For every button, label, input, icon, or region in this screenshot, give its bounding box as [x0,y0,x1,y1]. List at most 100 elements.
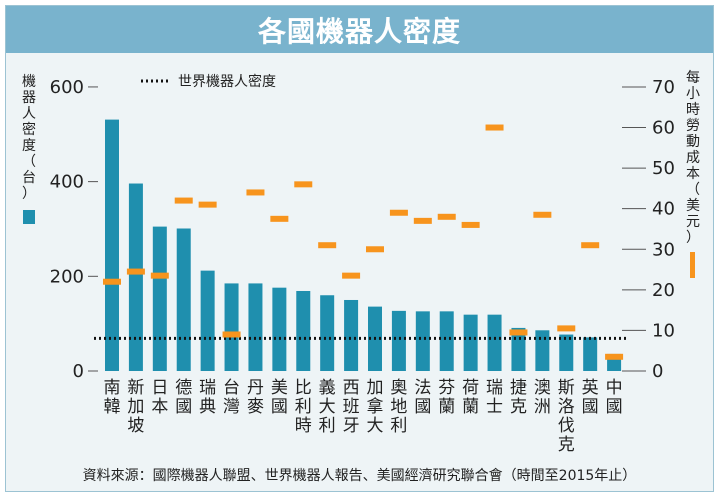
category-label: 大 [319,397,336,417]
bar [535,330,550,371]
labor-cost-marker [366,246,384,253]
right-tick-label: 40 [652,199,675,220]
right-tick-label: 0 [652,361,663,382]
category-label: 伐 [558,416,575,436]
bar [248,283,263,371]
category-label: 台 [223,378,240,398]
labor-cost-marker [485,124,504,131]
right-axis-title-char: 勞 [686,118,700,134]
bar [200,270,215,371]
labor-cost-marker [318,242,337,249]
left-axis-title-char: 度 [22,138,36,154]
category-label: 英 [582,378,599,398]
labor-cost-marker [174,197,193,204]
left-axis-title-char: 器 [22,90,36,106]
category-label: 荷 [462,378,479,398]
labor-cost-marker [198,201,217,208]
category-label: 拿 [367,396,384,417]
right-tick-label: 70 [652,77,675,98]
labor-cost-marker [246,189,265,196]
category-label: 國 [606,397,623,417]
labor-cost-marker [413,217,432,224]
markers-layer [103,124,624,360]
category-label: 灣 [223,397,240,417]
category-label: 新 [127,378,144,398]
labor-cost-marker [103,278,121,285]
category-label: 德 [175,378,192,398]
category-label: 利 [390,416,407,436]
labor-cost-marker [222,331,241,338]
left-axis-swatch [23,210,35,224]
right-axis-title-char: 美 [686,198,700,214]
category-label: 蘭 [462,397,479,417]
left-axis-title-char: 台 [22,170,36,186]
category-label: 日 [151,378,168,398]
bar [487,314,502,371]
category-label: 義 [319,378,336,398]
right-tick-label: 30 [652,239,675,260]
bar [224,283,239,371]
category-label: 瑞 [199,378,216,398]
category-label: 本 [151,397,168,417]
labor-cost-marker [342,272,361,279]
left-tick-label: 400 [50,172,84,193]
bar [105,119,119,371]
category-label: 奧 [390,378,407,398]
category-label: 利 [295,397,312,417]
category-label: 韓 [104,397,121,417]
right-axis-title-char: （ [686,182,700,198]
category-label: 坡 [127,416,144,436]
labor-cost-marker [437,213,456,220]
right-axis-title-char: 動 [686,134,700,150]
labor-cost-marker [389,209,408,216]
labor-cost-marker [605,353,624,360]
category-label: 美 [271,378,288,398]
labor-cost-marker [150,272,169,279]
category-label: 南 [104,378,121,398]
bar [439,311,454,371]
right-axis-title-char: 小 [686,86,700,102]
bar [415,311,430,371]
source-note: 資料來源：國際機器人聯盟、世界機器人報告、美國經濟研究聯合會（時間至2015年止… [82,468,637,484]
category-label: 瑞 [486,378,503,398]
bar [559,334,574,371]
category-label: 利 [319,416,336,436]
category-label: 國 [414,397,431,417]
labor-cost-marker [461,221,480,228]
bars-layer [105,119,622,371]
category-label: 地 [390,397,407,417]
labor-cost-marker [294,181,313,188]
labor-cost-marker [270,215,289,222]
right-axis-title-char: 每 [686,70,700,86]
labor-cost-marker [557,325,576,332]
left-axis-title-char: 人 [22,106,36,122]
bar [583,337,598,371]
category-label: 洲 [534,397,551,417]
labor-cost-marker [509,329,528,336]
left-tick-label: 0 [73,361,84,382]
category-label: 丹 [247,378,264,398]
bar [296,290,311,371]
right-axis-title-char: 元 [686,214,700,230]
right-tick-label: 50 [652,158,675,179]
category-label: 牙 [343,416,360,436]
bar [391,310,406,371]
legend-label: 世界機器人密度 [178,73,276,90]
left-tick-label: 200 [50,266,84,287]
right-axis-title-char: 本 [686,166,700,182]
category-label: 時 [295,416,312,436]
category-label: 洛 [558,397,575,417]
left-axis-title-char: 機 [22,74,36,90]
category-label: 西 [343,378,360,398]
category-label: 國 [582,397,599,417]
category-label: 克 [510,397,527,417]
bar [344,299,359,371]
category-label: 斯 [558,378,575,398]
category-label: 法 [414,378,431,398]
bar [128,183,143,371]
category-label: 士 [486,397,503,417]
chart-frame: 各國機器人密度 0 200 400 600 0 10 20 30 40 50 60 70 機器人密度（台… [5,5,714,492]
category-label: 加 [127,397,144,417]
right-tick-label: 20 [652,280,675,301]
right-tick-label: 10 [652,320,675,341]
